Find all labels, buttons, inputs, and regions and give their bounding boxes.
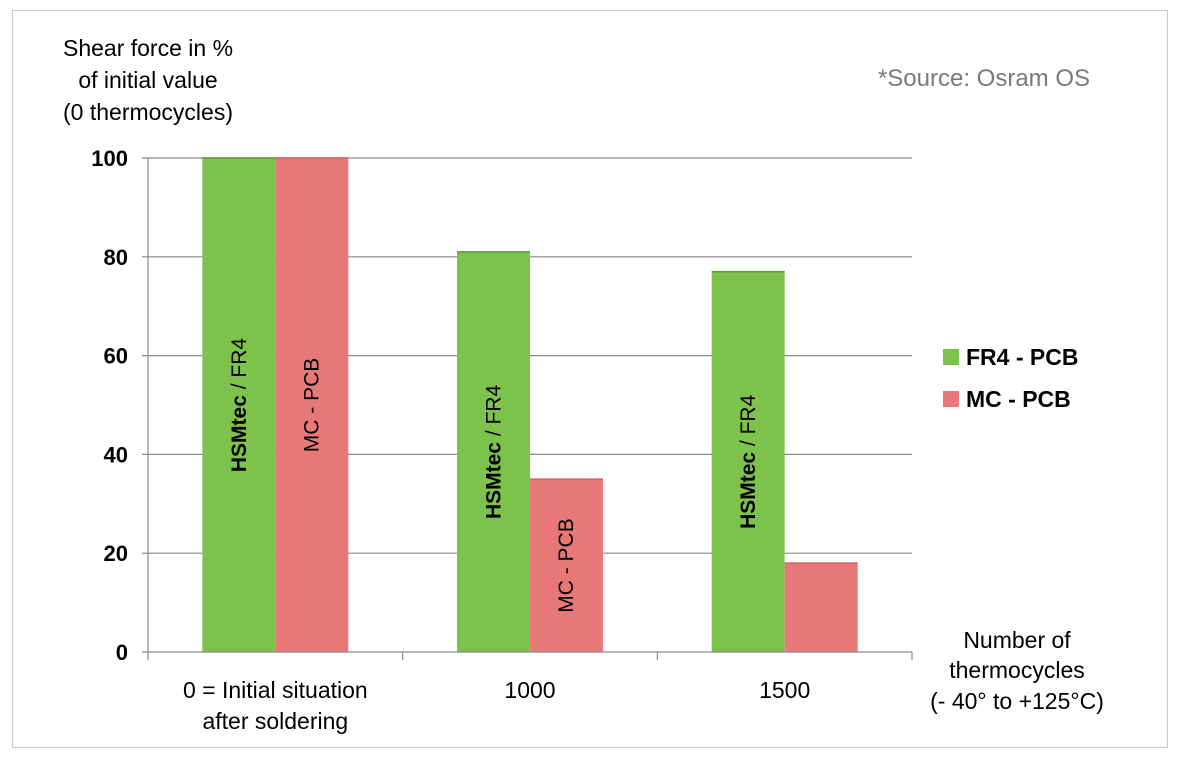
bars: HSMtec / FR4 MC - PCB HSMtec / FR4 MC - PCB…: [202, 157, 858, 653]
bar-fr4-1: [457, 251, 530, 653]
bar-mc-0: [275, 158, 349, 652]
y-tick-label: 40: [104, 442, 128, 467]
y-tick-label: 100: [91, 146, 128, 171]
x-axis-title-line-1: Number of: [963, 627, 1071, 653]
x-tick-label: 1500: [759, 677, 810, 703]
y-axis-title-line-3: (0 thermocycles): [63, 99, 233, 125]
source-note: *Source: Osram OS: [878, 65, 1090, 92]
y-axis-title: Shear force in % of initial value (0 the…: [63, 35, 233, 125]
y-axis-title-line-1: Shear force in %: [63, 35, 233, 61]
bar-fr4-0: [202, 158, 276, 652]
y-tick-label: 80: [104, 245, 128, 270]
x-tick-labels: 0 = Initial situation after soldering 1000…: [183, 677, 810, 734]
y-tick-label: 60: [104, 344, 128, 369]
y-axis-title-line-2: of initial value: [78, 67, 217, 93]
legend-label: FR4 - PCB: [966, 344, 1078, 370]
bar-data-label: HSMtec / FR4: [482, 385, 505, 520]
bar-mc-2: [784, 563, 858, 652]
x-tick-label: 1000: [504, 677, 555, 703]
bar-data-label: MC - PCB: [555, 518, 578, 613]
x-axis-title-line-3: (- 40° to +125°C): [930, 688, 1104, 714]
bar-fr4-2: [711, 271, 785, 652]
y-tick-label: 20: [104, 541, 128, 566]
legend-label: MC - PCB: [966, 386, 1071, 412]
bar-data-label: MC - PCB: [300, 358, 323, 453]
bar-data-label: HSMtec / FR4: [737, 394, 760, 529]
y-tick-label: 0: [116, 640, 128, 665]
bar-mc-1: [530, 479, 603, 652]
x-tick-label: 0 = Initial situation: [183, 677, 368, 703]
legend-swatch: [943, 349, 959, 365]
legend-swatch: [943, 391, 959, 407]
x-axis-title-line-2: thermocycles: [949, 657, 1084, 683]
x-tick-label: after soldering: [202, 708, 348, 734]
legend: FR4 - PCB MC - PCB: [943, 344, 1078, 412]
bar-data-label: HSMtec / FR4: [227, 338, 250, 473]
x-axis-title: Number of thermocycles (- 40° to +125°C): [930, 627, 1104, 714]
axes: [142, 157, 913, 660]
y-tick-labels: 0 20 40 60 80 100: [91, 146, 128, 665]
